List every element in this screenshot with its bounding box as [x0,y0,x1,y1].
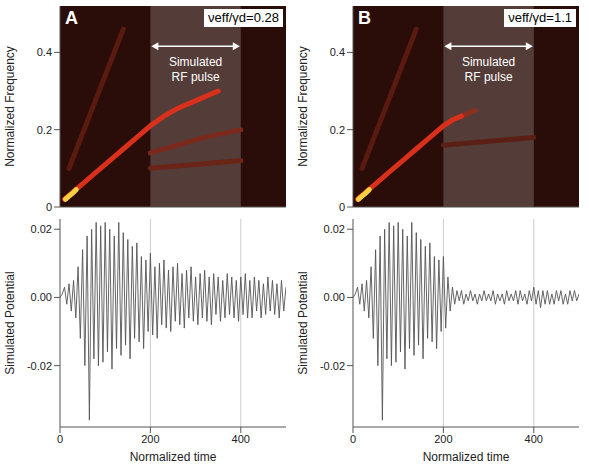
svg-text:0.2: 0.2 [330,124,345,136]
svg-text:0: 0 [339,201,345,213]
svg-text:400: 400 [232,433,250,445]
svg-text:0.00: 0.00 [324,291,345,303]
svg-text:Simulated Potential: Simulated Potential [3,271,17,374]
svg-text:0.02: 0.02 [31,223,52,235]
svg-text:Normalized Frequency: Normalized Frequency [3,46,17,167]
html-text:B: B [358,8,371,28]
html-text:νeff/γd=0.28: νeff/γd=0.28 [208,10,279,25]
svg-text:0: 0 [57,433,63,445]
html-text:A: A [65,8,78,28]
svg-text:-0.02: -0.02 [27,360,52,372]
svg-text:200: 200 [141,433,159,445]
svg-text:0.2: 0.2 [37,124,52,136]
svg-text:RF pulse: RF pulse [172,70,220,84]
svg-text:-0.02: -0.02 [320,360,345,372]
html-text:νeff/γd=1.1: νeff/γd=1.1 [508,10,572,25]
svg-text:Simulated Potential: Simulated Potential [296,271,310,374]
svg-text:400: 400 [525,433,543,445]
svg-text:Normalized Frequency: Normalized Frequency [296,46,310,167]
svg-text:0.4: 0.4 [330,46,345,58]
svg-text:0: 0 [46,201,52,213]
svg-text:0.4: 0.4 [37,46,52,58]
svg-text:Normalized time: Normalized time [423,450,510,464]
svg-text:Normalized time: Normalized time [130,450,217,464]
svg-text:0.02: 0.02 [324,223,345,235]
svg-text:Simulated: Simulated [169,55,222,69]
svg-text:RF pulse: RF pulse [465,70,513,84]
svg-text:Simulated: Simulated [462,55,515,69]
svg-text:0: 0 [350,433,356,445]
svg-text:0.00: 0.00 [31,291,52,303]
svg-text:200: 200 [434,433,452,445]
